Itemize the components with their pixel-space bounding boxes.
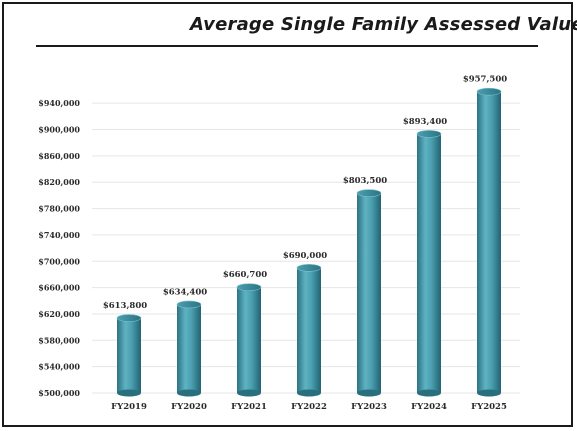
x-tick-label: FY2023	[351, 402, 387, 412]
bar	[176, 300, 202, 397]
y-tick-label: $780,000	[38, 204, 80, 214]
x-tick-label: FY2025	[471, 402, 507, 412]
y-tick-label: $660,000	[38, 283, 80, 293]
x-tick-label: FY2019	[111, 402, 147, 412]
y-tick-label: $900,000	[38, 125, 80, 135]
y-tick-label: $860,000	[38, 151, 80, 161]
x-tick-label: FY2024	[411, 402, 447, 412]
y-tick-label: $540,000	[38, 362, 80, 372]
bar	[356, 189, 382, 397]
data-label: $803,500	[343, 176, 387, 186]
data-label: $957,500	[463, 75, 507, 85]
y-tick-label: $700,000	[38, 256, 80, 266]
y-tick-label: $940,000	[38, 98, 80, 108]
y-tick-label: $500,000	[38, 388, 80, 398]
bar	[296, 264, 322, 397]
title-underline	[36, 45, 538, 47]
gridlines	[92, 102, 520, 394]
y-axis-ticks: $500,000 $540,000 $580,000 $620,000 $660,000…	[38, 98, 80, 398]
x-tick-label: FY2022	[291, 402, 327, 412]
bars	[116, 87, 502, 397]
chart-title: Average Single Family Assessed Value	[190, 14, 577, 35]
data-label: $660,700	[223, 270, 267, 280]
data-label: $634,400	[163, 287, 207, 297]
data-label: $613,800	[103, 301, 147, 311]
bar	[236, 283, 262, 397]
x-tick-label: FY2021	[231, 402, 267, 412]
x-tick-label: FY2020	[171, 402, 207, 412]
bar	[476, 87, 502, 397]
x-axis-ticks: FY2019 FY2020 FY2021 FY2022 FY2023 FY2024 FY20…	[111, 402, 507, 412]
y-tick-label: $740,000	[38, 230, 80, 240]
y-tick-label: $580,000	[38, 335, 80, 345]
y-tick-label: $820,000	[38, 177, 80, 187]
bar	[116, 314, 142, 397]
bar	[416, 130, 442, 397]
y-tick-label: $620,000	[38, 309, 80, 319]
data-label: $690,000	[283, 251, 327, 261]
data-labels: $613,800 $634,400 $660,700 $690,000 $803,500…	[103, 75, 507, 311]
data-label: $893,400	[403, 117, 447, 127]
